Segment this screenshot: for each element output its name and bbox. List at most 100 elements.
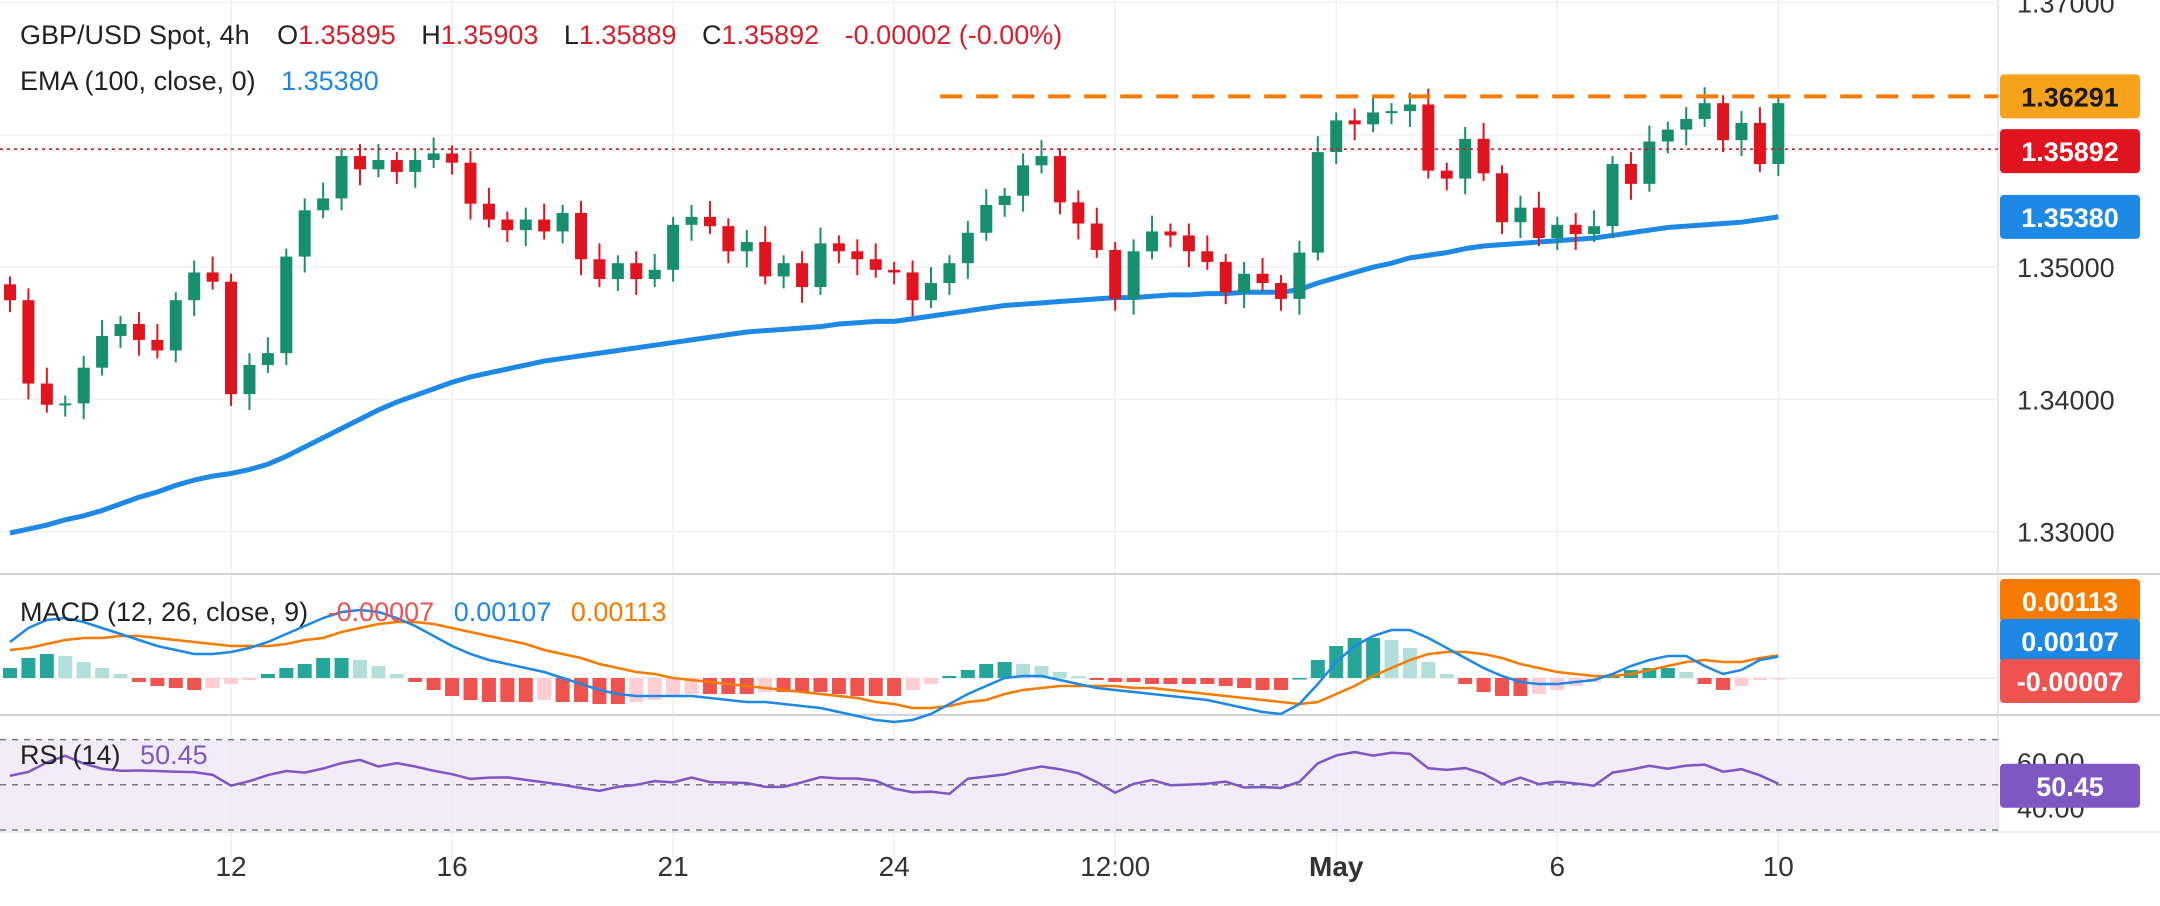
candle-body [1090, 223, 1103, 250]
candle-body [96, 335, 109, 368]
macd-hist-bar [1439, 674, 1454, 678]
candle [1422, 88, 1435, 179]
candle-body [1035, 156, 1048, 166]
candle-body [1459, 138, 1472, 179]
candle [998, 187, 1011, 217]
candle [1661, 121, 1674, 154]
candle [1330, 112, 1343, 164]
candle-body [1367, 112, 1380, 125]
candle-body [1496, 173, 1509, 223]
candle [740, 230, 753, 268]
candle-body [446, 153, 459, 163]
resistance-badge: 1.36291 [2000, 74, 2140, 119]
macd-hist-bar [58, 656, 73, 678]
candle-body [1698, 103, 1711, 120]
macd-hist-bar [408, 678, 423, 682]
macd-hist-bar [426, 678, 441, 690]
candle-body [703, 216, 716, 227]
candle-body [519, 219, 532, 231]
ema-label: EMA (100, close, 0) [20, 66, 256, 96]
candle-body [1072, 202, 1085, 224]
candle-body [1109, 249, 1122, 299]
candle [1109, 242, 1122, 311]
candle [722, 218, 735, 264]
time-tick-label: 12:00 [1080, 851, 1150, 882]
close-label: C1.35892 [702, 20, 819, 50]
candle-body [1256, 273, 1269, 284]
time-tick-label: 10 [1763, 851, 1794, 882]
candle [1053, 148, 1066, 215]
axis-layer: 1.37000 1.35000 1.34000 1.33000 1.36291 1.358… [215, 0, 2140, 882]
ema-value: 1.35380 [281, 66, 379, 96]
candle-body [59, 403, 72, 406]
candle [1643, 125, 1656, 192]
candle-body [353, 156, 366, 170]
macd-hist-bar [1071, 676, 1086, 678]
candle-body [1330, 120, 1343, 153]
candle [1532, 191, 1545, 246]
candle [1182, 223, 1195, 268]
macd-signal-line [9, 620, 1779, 710]
macd-hist-bar [279, 668, 294, 678]
candle-body [888, 269, 901, 273]
candle-body [501, 219, 514, 231]
candle-body [243, 365, 256, 395]
candle [980, 189, 993, 241]
candle [77, 355, 90, 420]
candle-body [77, 367, 90, 404]
resistance-badge-text: 1.36291 [2021, 82, 2119, 112]
low-key: L [563, 20, 579, 50]
change-value: -0.00002 (-0.00%) [844, 20, 1063, 50]
macd-hist-bar [205, 678, 220, 688]
candle [1496, 165, 1509, 235]
candle-body [1017, 165, 1030, 196]
macd-hist-bar [887, 678, 902, 696]
candle [464, 150, 477, 220]
candle [685, 205, 698, 241]
macd-hist-bar [1716, 678, 1731, 690]
macd-hist-bar [389, 674, 404, 678]
candle-body [1422, 104, 1435, 171]
candle-layer [4, 87, 1785, 420]
candle [1017, 153, 1030, 212]
candle [1367, 96, 1380, 133]
macd-hist-bar [1366, 638, 1381, 678]
time-tick-label: 16 [437, 851, 468, 882]
candle-body [1569, 224, 1582, 235]
macd-hist-bar [1181, 678, 1196, 684]
candle [446, 145, 459, 175]
macd-line-value: 0.00107 [453, 597, 552, 627]
price-tick-label: 1.37000 [2017, 0, 2115, 19]
candle [1090, 207, 1103, 258]
ema-badge-bg [2000, 194, 2140, 239]
macd-hist-bar [150, 678, 165, 686]
macd-hist-bar [187, 678, 202, 690]
macd-hist-bar [334, 658, 349, 678]
candle [1127, 239, 1140, 315]
candle-body [1146, 231, 1159, 252]
candle [169, 292, 182, 363]
macd-hist-bar [168, 678, 183, 688]
price-legend: GBP/USD Spot, 4h O1.35895 H1.35903 L1.35… [20, 20, 1068, 51]
macd-hist-bar [242, 678, 257, 680]
candle-body [1182, 235, 1195, 252]
candle-body [427, 153, 440, 161]
candle-body [151, 339, 164, 351]
candle [114, 316, 127, 348]
ema-legend: EMA (100, close, 0) 1.35380 [20, 66, 385, 97]
candle [132, 312, 145, 356]
candle-body [1201, 251, 1214, 262]
last-price-badge: 1.35892 [2000, 129, 2140, 174]
candle-body [1661, 129, 1674, 142]
candle [593, 243, 606, 287]
macd-hist-bar [445, 678, 460, 696]
candle [22, 288, 35, 400]
candle-body [814, 243, 827, 287]
macd-line-badge: 0.00107 [2000, 619, 2140, 663]
ema-layer [9, 214, 1779, 536]
candle [1385, 103, 1398, 125]
macd-layer [0, 608, 1998, 724]
candle-body [225, 281, 238, 395]
candle-body [317, 198, 330, 211]
